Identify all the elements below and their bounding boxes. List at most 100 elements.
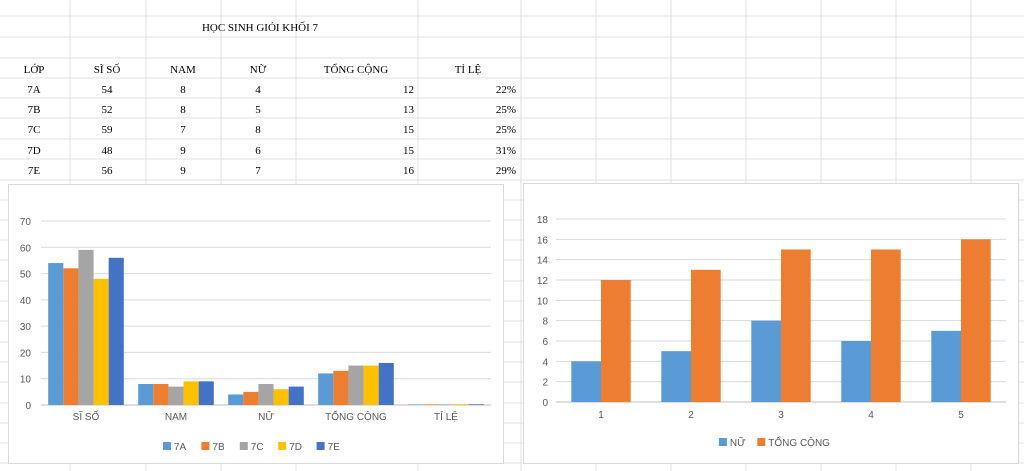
legend-swatch [316, 442, 325, 450]
col-header-total: TỔNG CỘNG [323, 64, 389, 76]
table-cell[interactable]: 8 [255, 124, 261, 136]
table-cell[interactable]: 59 [101, 124, 113, 136]
table-cell[interactable]: 13 [403, 104, 414, 116]
table-cell[interactable]: 9 [180, 165, 186, 177]
y-tick-label: 20 [20, 348, 32, 359]
bar-7E [378, 362, 394, 405]
bar-7A [48, 263, 64, 405]
col-header-male: NAM [170, 64, 196, 76]
bar-TỔNG CỘNG [781, 249, 811, 402]
legend-swatch [201, 442, 210, 450]
bar-TỔNG CỘNG [601, 280, 631, 402]
bar-NỮ [841, 341, 871, 402]
legend-label: 7A [174, 442, 187, 453]
bar-7E [108, 257, 124, 405]
legend-label: NỮ [730, 436, 746, 449]
y-tick-label: 10 [20, 375, 32, 386]
x-tick-label: 2 [688, 410, 694, 421]
table-cell[interactable]: 29% [495, 165, 516, 177]
table-cell[interactable]: 4 [255, 84, 261, 96]
table-cell[interactable]: 15 [403, 145, 414, 157]
x-tick-label: NAM [165, 412, 187, 423]
table-cell[interactable]: 7C [27, 124, 41, 136]
bar-7E [468, 404, 484, 405]
legend-label: 7E [328, 442, 341, 453]
x-tick-label: 5 [958, 410, 964, 421]
y-tick-label: 2 [542, 378, 548, 389]
x-tick-label: TỔNG CỘNG [325, 410, 387, 423]
table-cell[interactable]: 7 [255, 165, 261, 177]
y-tick-label: 0 [542, 398, 548, 409]
col-header-class: LỚP [23, 64, 45, 76]
table-cell[interactable]: 48 [101, 145, 113, 157]
table-cell[interactable]: 12 [403, 84, 414, 96]
y-tick-label: 8 [542, 317, 548, 328]
class-stats-chart[interactable]: 0 10 20 30 40 50 60 70 SĨ SỐ NAM NỮ TỔNG CỘNG TỈ LỆ 7… [8, 184, 504, 464]
class-stats-chart-svg: 0 10 20 30 40 50 60 70 SĨ SỐ NAM NỮ TỔNG CỘNG TỈ LỆ 7… [20, 217, 491, 453]
bar-TỔNG CỘNG [691, 269, 721, 402]
y-tick-label: 40 [20, 296, 32, 307]
bar-7B [423, 404, 439, 405]
legend-label: 7C [251, 442, 264, 453]
legend-swatch [757, 438, 766, 446]
bar-7A [138, 383, 154, 405]
table-cell[interactable]: 16 [403, 165, 414, 177]
bar-7E [288, 386, 304, 405]
table-cell[interactable]: 7D [27, 145, 41, 157]
bar-7E [198, 381, 214, 405]
table-cell[interactable]: 25% [495, 104, 516, 116]
table-cell[interactable]: 6 [255, 145, 261, 157]
x-tick-label: SĨ SỐ [73, 409, 100, 423]
table-cell[interactable]: 5 [255, 104, 261, 116]
y-tick-label: 30 [20, 322, 32, 333]
x-tick-label: 3 [778, 410, 784, 421]
col-header-female: NỮ [249, 64, 267, 76]
table-title: HỌC SINH GIỎI KHỐI 7 [201, 22, 319, 34]
legend-label: 7B [212, 442, 225, 453]
table-cell[interactable]: 9 [180, 145, 186, 157]
y-tick-label: 50 [20, 270, 32, 281]
bar-7A [318, 373, 334, 405]
col-header-rate: TỈ LỆ [454, 64, 482, 76]
table-cell[interactable]: 8 [180, 84, 186, 96]
bar-7B [153, 383, 169, 405]
bar-NỮ [661, 351, 691, 402]
table-cell[interactable]: 7E [27, 165, 41, 177]
y-tick-label: 16 [537, 235, 549, 246]
y-tick-label: 70 [20, 217, 32, 228]
table-cell[interactable]: 56 [101, 165, 113, 177]
table-cell[interactable]: 22% [495, 84, 516, 96]
bar-TỔNG CỘNG [871, 249, 901, 402]
x-tick-label: TỈ LỆ [434, 410, 458, 423]
table-cell[interactable]: 7A [27, 84, 41, 96]
bar-7C [258, 383, 274, 405]
x-tick-label: 4 [868, 410, 874, 421]
bar-7B [333, 370, 349, 405]
bar-7A [228, 394, 244, 405]
female-total-chart[interactable]: 0 2 4 6 8 10 12 14 16 18 1 2 3 4 5 NỮ TỔNG CỘNG [523, 183, 1019, 464]
bar-7D [93, 278, 109, 405]
y-tick-label: 6 [542, 337, 548, 348]
bar-7D [183, 381, 199, 405]
legend-swatch [239, 442, 248, 450]
bar-7C [168, 386, 184, 405]
table-cell[interactable]: 31% [495, 145, 516, 157]
bar-NỮ [571, 361, 601, 402]
bar-7B [243, 391, 259, 405]
bar-7A [408, 404, 424, 405]
table-cell[interactable]: 25% [495, 124, 516, 136]
bar-7D [273, 389, 289, 405]
y-tick-label: 4 [542, 357, 548, 368]
table-cell[interactable]: 54 [101, 84, 113, 96]
legend-swatch [278, 442, 287, 450]
bar-7D [363, 365, 379, 405]
table-cell[interactable]: 15 [403, 124, 414, 136]
bar-7C [438, 404, 454, 405]
legend-label: TỔNG CỘNG [768, 436, 830, 449]
x-tick-label: NỮ [258, 410, 274, 423]
table-cell[interactable]: 52 [101, 104, 113, 116]
table-cell[interactable]: 7B [27, 104, 41, 116]
table-cell[interactable]: 7 [180, 124, 186, 136]
table-cell[interactable]: 8 [180, 104, 186, 116]
